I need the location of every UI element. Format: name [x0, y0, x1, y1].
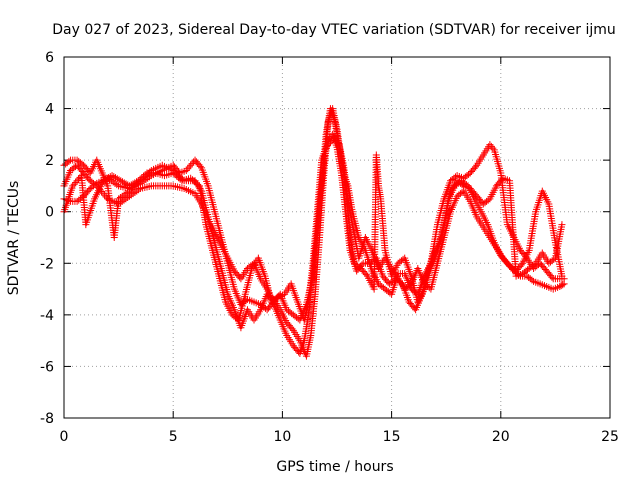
- plus-marker: [141, 171, 149, 179]
- plus-marker: [471, 163, 479, 171]
- x-axis-label: GPS time / hours: [276, 459, 393, 475]
- plus-marker: [120, 191, 128, 199]
- plus-marker: [136, 175, 144, 183]
- plus-marker: [131, 188, 139, 196]
- plus-marker: [169, 169, 177, 177]
- plus-marker: [322, 143, 330, 151]
- plus-marker: [182, 166, 190, 174]
- plus-marker: [184, 165, 192, 173]
- plus-marker: [91, 181, 99, 189]
- plus-marker: [109, 178, 117, 186]
- plus-marker: [530, 261, 538, 269]
- plus-marker: [458, 188, 466, 196]
- points-layer: [60, 105, 568, 360]
- x-tick-label: 10: [273, 429, 291, 445]
- plus-marker: [116, 194, 124, 202]
- plus-marker: [556, 282, 564, 290]
- y-tick-label: -6: [40, 359, 54, 375]
- plus-marker: [101, 191, 109, 199]
- x-tick-label: 0: [60, 429, 69, 445]
- x-tick-label: 5: [169, 429, 178, 445]
- y-tick-label: 4: [45, 102, 54, 118]
- plus-marker: [458, 181, 466, 189]
- plus-marker: [504, 260, 512, 268]
- plus-marker: [70, 180, 78, 188]
- plus-marker: [188, 176, 196, 184]
- y-tick-label: 0: [45, 205, 54, 221]
- plus-marker: [118, 192, 126, 200]
- plus-marker: [528, 276, 536, 284]
- plus-marker: [558, 272, 566, 280]
- y-tick-label: 6: [45, 50, 54, 66]
- x-tick-label: 15: [383, 429, 401, 445]
- plus-marker: [129, 190, 137, 198]
- x-tick-label: 25: [601, 429, 619, 445]
- plus-marker: [548, 273, 556, 281]
- plus-marker: [85, 186, 93, 194]
- plus-marker: [111, 179, 119, 187]
- plus-marker: [185, 163, 193, 171]
- plus-marker: [122, 190, 130, 198]
- x-tick-label: 20: [492, 429, 510, 445]
- plus-marker: [517, 261, 525, 269]
- y-tick-label: -8: [40, 411, 54, 427]
- plus-marker: [134, 177, 142, 185]
- plus-marker: [173, 172, 181, 180]
- plus-marker: [187, 174, 195, 182]
- chart-title: Day 027 of 2023, Sidereal Day-to-day VTE…: [52, 22, 616, 38]
- plus-marker: [174, 174, 182, 182]
- plus-marker: [171, 171, 179, 179]
- plus-marker: [192, 179, 200, 187]
- plus-marker: [196, 162, 204, 170]
- plus-marker: [557, 282, 565, 290]
- plus-marker: [486, 141, 494, 149]
- plus-marker: [324, 142, 332, 150]
- plus-marker: [355, 263, 363, 271]
- tick-label-layer: 0 5 10 15 20 25 -8 -6 -4 -2 0 2 4 6: [40, 50, 619, 445]
- plus-marker: [558, 221, 566, 229]
- y-tick-label: -2: [40, 256, 54, 272]
- plus-marker: [487, 142, 495, 150]
- plus-marker: [489, 144, 497, 152]
- plus-marker: [559, 281, 567, 289]
- plot-frame: [63, 56, 611, 419]
- plus-marker: [75, 175, 83, 183]
- series-4: [60, 133, 566, 324]
- plus-marker: [325, 140, 333, 148]
- y-tick-label: -4: [40, 308, 54, 324]
- plus-marker: [326, 138, 334, 146]
- plus-marker: [85, 175, 93, 183]
- plus-marker: [187, 161, 195, 169]
- plus-marker: [138, 174, 146, 182]
- plus-marker: [465, 170, 473, 178]
- plus-marker: [362, 271, 370, 279]
- plus-marker: [194, 180, 202, 188]
- plus-marker: [176, 175, 184, 183]
- y-axis-label: SDTVAR / TECUs: [6, 181, 22, 296]
- plus-marker: [272, 294, 280, 302]
- plus-marker: [113, 181, 121, 189]
- series-3: [60, 105, 566, 360]
- plus-marker: [72, 178, 80, 186]
- y-tick-label: 2: [45, 153, 54, 169]
- plus-marker: [190, 177, 198, 185]
- plus-marker: [69, 182, 77, 190]
- plus-marker: [133, 187, 141, 195]
- grid-layer: [63, 56, 611, 419]
- plus-marker: [139, 172, 147, 180]
- plus-marker: [288, 325, 296, 333]
- plus-marker: [78, 160, 86, 168]
- plus-marker: [115, 195, 123, 203]
- plus-marker: [65, 157, 73, 165]
